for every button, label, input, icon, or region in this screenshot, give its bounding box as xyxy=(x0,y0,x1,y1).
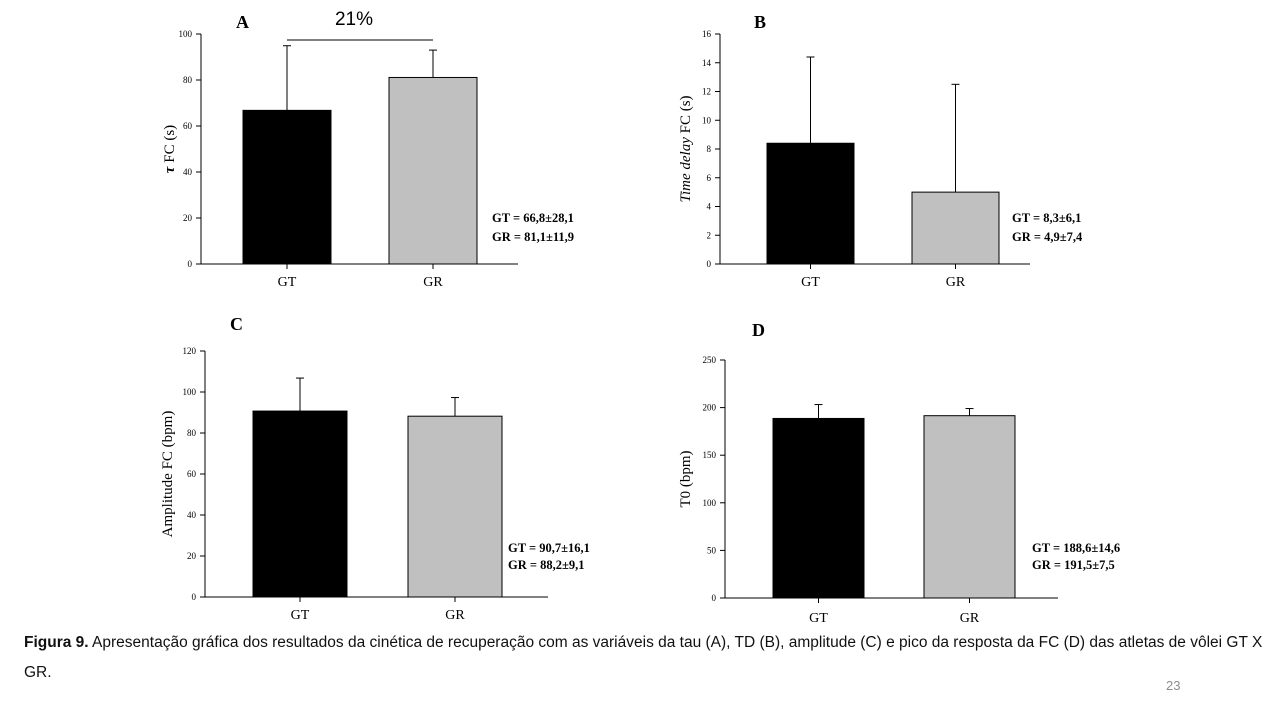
bar-gt xyxy=(766,142,855,265)
chart-panel-c: 0 20 40 60 80 100 120 GT GR C Amplitude FC (bpm) GT… xyxy=(160,314,590,623)
y-tick-label: 100 xyxy=(179,29,193,39)
stat-annotation: GT = 8,3±6,1 xyxy=(1012,211,1081,225)
y-axis-label-text: T0 (bpm) xyxy=(678,450,694,507)
y-tick-label: 200 xyxy=(703,403,717,413)
y-tick-label: 14 xyxy=(702,58,712,68)
caption-label: Figura 9. xyxy=(24,634,89,651)
y-axis-label-text: FC (s) xyxy=(678,95,694,137)
x-category-label: GR xyxy=(423,275,443,290)
y-tick-label: 80 xyxy=(187,428,197,438)
panel-label: A xyxy=(236,12,249,32)
x-category-label: GT xyxy=(801,275,820,290)
bar-gr xyxy=(407,415,503,598)
bar-gt xyxy=(242,109,332,265)
bar-gr xyxy=(923,415,1016,599)
caption-text: Apresentação gráfica dos resultados da c… xyxy=(24,634,1263,681)
y-tick-label: 20 xyxy=(187,551,197,561)
panel-label: C xyxy=(230,314,243,334)
x-category-label: GT xyxy=(291,608,310,623)
y-tick-label: 2 xyxy=(707,230,712,240)
bar-gt xyxy=(772,417,865,599)
figure-caption: Figura 9. Apresentação gráfica dos resul… xyxy=(24,628,1264,688)
x-category-label: GT xyxy=(278,275,297,290)
y-axis-label: T0 (bpm) xyxy=(678,450,694,507)
y-tick-label: 100 xyxy=(183,387,197,397)
bar-gr xyxy=(911,191,1000,265)
y-tick-label: 80 xyxy=(183,75,193,85)
stat-annotation: GR = 4,9±7,4 xyxy=(1012,230,1083,244)
stat-annotation: GR = 81,1±11,9 xyxy=(492,230,574,244)
y-tick-label: 20 xyxy=(183,213,193,223)
y-tick-label: 250 xyxy=(703,355,717,365)
y-axis-label: Amplitude FC (bpm) xyxy=(160,411,176,538)
chart-panel-b: 0 2 4 6 8 10 12 14 16 GT GR B Time delay FC (s) GT = … xyxy=(678,12,1083,290)
y-tick-label: 60 xyxy=(187,469,197,479)
y-tick-label: 40 xyxy=(183,167,193,177)
stat-annotation: GT = 66,8±28,1 xyxy=(492,211,574,225)
x-category-label: GR xyxy=(946,275,966,290)
y-tick-label: 12 xyxy=(702,87,711,97)
y-tick-label: 0 xyxy=(192,592,197,602)
stat-annotation: GT = 188,6±14,6 xyxy=(1032,541,1120,555)
y-tick-label: 0 xyxy=(188,259,193,269)
y-tick-label: 0 xyxy=(712,593,717,603)
stat-annotation: GR = 88,2±9,1 xyxy=(508,558,584,572)
y-axis-label-text: FC (s) xyxy=(162,125,178,167)
y-tick-label: 16 xyxy=(702,29,712,39)
y-tick-label: 100 xyxy=(703,498,717,508)
x-category-label: GR xyxy=(960,611,980,626)
y-tick-label: 60 xyxy=(183,121,193,131)
y-tick-label: 10 xyxy=(702,115,712,125)
y-axis-label: τ FC (s) xyxy=(162,125,178,173)
x-category-label: GT xyxy=(809,611,828,626)
y-axis-label-symbol: Time delay xyxy=(678,137,694,203)
bar-gt xyxy=(252,410,348,598)
chart-panel-d: 0 50 100 150 200 250 GT GR D T0 (bpm) GT = 188,6±1… xyxy=(678,320,1120,626)
bar-gr xyxy=(388,76,478,265)
y-tick-label: 150 xyxy=(703,450,717,460)
y-axis-label: Time delay FC (s) xyxy=(678,95,694,202)
y-tick-label: 8 xyxy=(707,144,712,154)
panel-label: D xyxy=(752,320,765,340)
stat-annotation: GT = 90,7±16,1 xyxy=(508,541,590,555)
y-tick-label: 6 xyxy=(707,173,712,183)
y-tick-label: 4 xyxy=(707,202,712,212)
chart-panel-a: 0 20 40 60 80 100 GT GR Aτ FC (s) GT = 66,8±28,1 G… xyxy=(162,9,574,290)
percent-difference-annotation: 21% xyxy=(335,9,373,30)
panel-label: B xyxy=(754,12,766,32)
y-tick-label: 0 xyxy=(707,259,712,269)
y-axis-label-symbol: τ xyxy=(162,165,178,173)
y-axis-label-text: Amplitude FC (bpm) xyxy=(160,411,176,538)
x-category-label: GR xyxy=(445,608,465,623)
y-tick-label: 50 xyxy=(707,545,717,555)
stat-annotation: GR = 191,5±7,5 xyxy=(1032,558,1115,572)
page-number: 23 xyxy=(1166,678,1181,693)
y-tick-label: 120 xyxy=(183,346,197,356)
y-tick-label: 40 xyxy=(187,510,197,520)
